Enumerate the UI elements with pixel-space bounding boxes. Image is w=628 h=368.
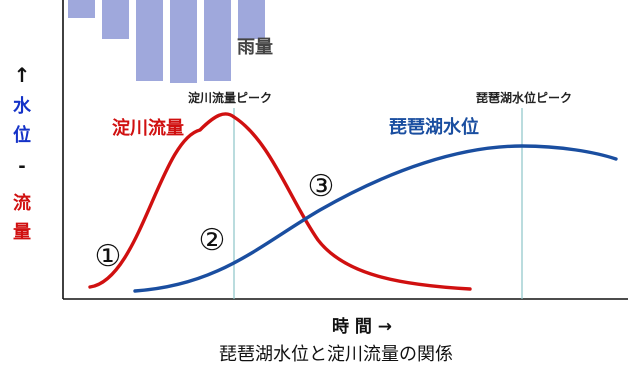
biwa-level-curve: [133, 144, 618, 293]
rain-bar-2: [102, 0, 129, 39]
yodo-flow-series-label: 淀川流量: [112, 117, 184, 139]
yodo-flow-curve: [88, 112, 472, 291]
rain-bar-4: [170, 0, 197, 83]
y-axis-label-level: 位: [13, 124, 31, 146]
rainfall-bars: [68, 0, 265, 83]
figure-caption: 琵琶湖水位と淀川流量の関係: [219, 344, 453, 365]
x-axis-label: 時 間 →: [332, 316, 392, 337]
phase-marker-3: ③: [308, 169, 335, 204]
rainfall-label: 雨量: [237, 36, 273, 58]
y-axis-separator: -: [18, 156, 25, 177]
phase-marker-1: ①: [95, 239, 122, 274]
y-axis-label-amount: 量: [13, 221, 31, 243]
y-axis-label-water: 水: [13, 95, 32, 117]
y-axis-arrow: ↑: [14, 63, 31, 87]
biwa-peak-annotation: 琵琶湖水位ピーク: [476, 90, 572, 105]
rain-bar-3: [136, 0, 163, 81]
phase-marker-2: ②: [199, 223, 226, 258]
biwa-level-series-label: 琵琶湖水位: [389, 116, 479, 138]
y-axis-label-flow: 流: [13, 192, 31, 214]
rain-bar-6: [238, 0, 265, 39]
rain-bar-5: [204, 0, 231, 81]
yodo-peak-annotation: 淀川流量ピーク: [188, 90, 272, 105]
rain-bar-1: [68, 0, 95, 18]
